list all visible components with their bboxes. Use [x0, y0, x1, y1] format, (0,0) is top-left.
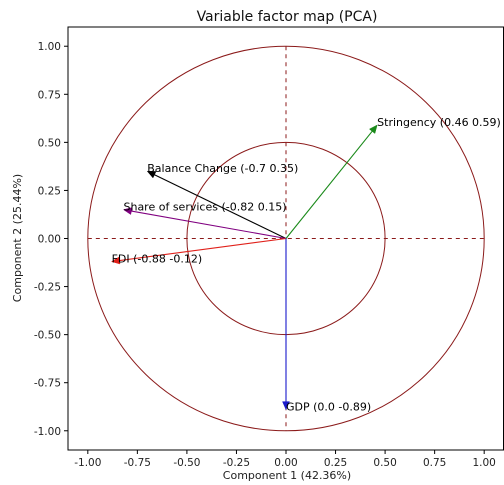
- x-axis-ticks: -1.00 -0.75 -0.50 -0.25 0.00 0.25 0.50 0.75 1.00: [74, 450, 496, 469]
- vector-arrowhead: [110, 256, 121, 265]
- y-tick-label: -1.00: [34, 426, 61, 438]
- vector-label: Stringency (0.46 0.59): [377, 116, 501, 129]
- y-tick-label: 0.50: [38, 137, 61, 149]
- y-tick-label: 0.00: [38, 234, 61, 246]
- y-axis-ticks: 1.00 0.75 0.50 0.25 0.00 -0.25 -0.50 -0.75 -1.00: [34, 41, 68, 438]
- y-tick-label: 0.25: [38, 185, 61, 197]
- variable-vector: Balance Change (-0.7 0.35): [146, 162, 298, 239]
- vector-arrowhead: [146, 170, 157, 179]
- chart-title: Variable factor map (PCA): [197, 9, 378, 25]
- x-tick-label: -0.75: [124, 457, 151, 469]
- y-axis-label: Component 2 (25.44%): [11, 174, 24, 302]
- vector-label: Balance Change (-0.7 0.35): [147, 162, 298, 175]
- plot-area: Stringency (0.46 0.59) Balance Change (-0…: [67, 26, 504, 451]
- variable-vector: GDP (0.0 -0.89): [282, 238, 371, 414]
- vector-shaft: [119, 237, 287, 262]
- y-tick-label: 0.75: [38, 89, 61, 101]
- x-tick-label: 0.25: [324, 457, 347, 469]
- x-tick-label: -0.50: [173, 457, 200, 469]
- y-tick-label: -0.75: [34, 378, 61, 390]
- x-tick-label: -1.00: [74, 457, 101, 469]
- x-tick-label: 0.75: [423, 457, 446, 469]
- vector-shaft: [131, 210, 287, 240]
- x-tick-label: 1.00: [472, 457, 495, 469]
- vector-arrowhead: [368, 124, 378, 134]
- y-tick-label: -0.50: [34, 330, 61, 342]
- x-tick-label: -0.25: [223, 457, 250, 469]
- variable-vector: Share of services (-0.82 0.15): [122, 201, 287, 240]
- variable-vectors: Stringency (0.46 0.59) Balance Change (-0…: [110, 116, 501, 414]
- vector-arrowhead: [122, 207, 133, 215]
- vector-arrowhead: [282, 401, 290, 411]
- x-axis-label: Component 1 (42.36%): [223, 469, 351, 482]
- y-tick-label: 1.00: [38, 41, 61, 53]
- vector-shaft: [154, 174, 287, 239]
- x-tick-label: 0.50: [373, 457, 396, 469]
- variable-vector: Stringency (0.46 0.59): [285, 116, 501, 239]
- variable-vector: FDI (-0.88 -0.12): [110, 237, 287, 266]
- vector-shaft: [285, 130, 373, 239]
- y-tick-label: -0.25: [34, 282, 61, 294]
- vector-label: FDI (-0.88 -0.12): [112, 253, 203, 266]
- vector-label: GDP (0.0 -0.89): [286, 401, 371, 414]
- vector-label: Share of services (-0.82 0.15): [123, 201, 286, 214]
- x-tick-label: 0.00: [274, 457, 297, 469]
